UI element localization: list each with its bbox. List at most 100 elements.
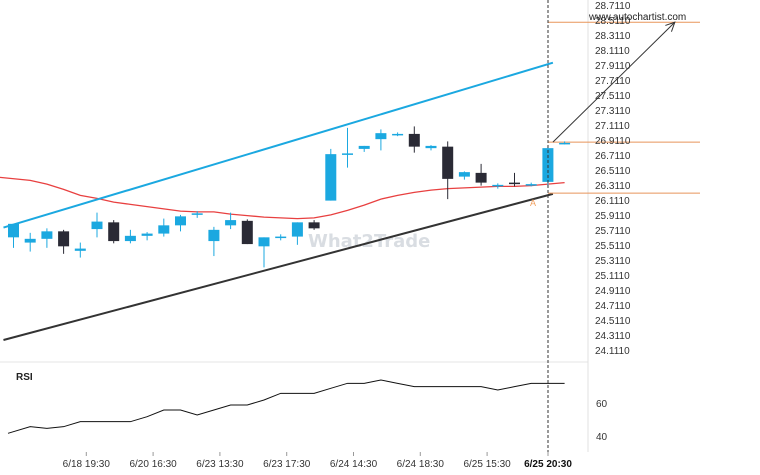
- x-tick-label: 6/23 13:30: [196, 459, 244, 470]
- candle: [475, 163, 487, 186]
- y-tick-label: 26.9110: [595, 136, 631, 147]
- candle-body: [308, 222, 320, 229]
- candle: [225, 212, 237, 230]
- candle-body: [342, 153, 353, 155]
- candle: [191, 211, 203, 218]
- rsi-label: RSI: [16, 372, 33, 383]
- x-tick-label: 6/18 19:30: [63, 459, 111, 470]
- candle: [458, 171, 470, 180]
- candle: [442, 141, 454, 200]
- candle-body: [124, 235, 136, 242]
- y-tick-label: 26.7110: [595, 151, 631, 162]
- candle: [425, 145, 437, 151]
- y-axis-ticks: 28.7110 28.5110 28.3110 28.1110 27.9110 27.71…: [595, 1, 631, 357]
- candle-body: [41, 231, 53, 239]
- candle-body: [291, 222, 303, 237]
- candle: [559, 141, 571, 145]
- candle: [124, 229, 136, 244]
- point-label-a: A: [530, 198, 536, 208]
- candle-body: [492, 184, 504, 187]
- candle-body: [158, 225, 170, 234]
- y-tick-label: 24.5110: [595, 316, 631, 327]
- lower-channel-line: [3, 192, 554, 341]
- candle-body: [141, 233, 153, 236]
- candle-body: [325, 154, 337, 201]
- y-tick-label: 26.1110: [595, 196, 630, 207]
- candle: [58, 229, 70, 254]
- candle-body: [91, 221, 103, 230]
- x-tick-label: 6/25 15:30: [463, 459, 511, 470]
- candle-body: [475, 172, 487, 183]
- y-tick-label: 26.3110: [595, 181, 631, 192]
- candle-body: [191, 213, 203, 215]
- candle: [158, 218, 170, 237]
- x-tick-label: 6/25 20:30: [524, 459, 572, 470]
- candle: [258, 237, 270, 268]
- candle: [41, 228, 53, 248]
- trend-channel: [3, 61, 554, 341]
- rsi-tick-label: 40: [596, 432, 608, 443]
- candle-body: [509, 182, 520, 185]
- candle: [308, 220, 320, 230]
- candle-body: [74, 248, 86, 251]
- candle-body: [175, 216, 186, 226]
- candle: [91, 212, 103, 238]
- y-tick-label: 24.7110: [595, 301, 631, 312]
- watermark: What2Trade: [308, 231, 430, 252]
- x-tick-label: 6/20 16:30: [129, 459, 177, 470]
- y-tick-label: 25.5110: [595, 241, 631, 252]
- y-tick-label: 27.7110: [595, 76, 631, 87]
- projection: [552, 21, 676, 143]
- candle-body: [559, 142, 571, 145]
- candle: [492, 183, 504, 189]
- y-tick-label: 24.3110: [595, 331, 631, 342]
- candle: [358, 145, 370, 152]
- candle: [375, 129, 387, 151]
- y-tick-label: 25.9110: [595, 211, 631, 222]
- candle: [291, 222, 303, 245]
- rsi-tick-label: 60: [596, 399, 608, 410]
- y-tick-label: 28.5110: [595, 16, 631, 27]
- y-tick-label: 28.3110: [595, 31, 631, 42]
- watermark-text: What2Trade: [308, 231, 430, 252]
- candle-body: [425, 145, 437, 149]
- candle: [108, 220, 120, 244]
- candle: [408, 126, 420, 153]
- projection-arrowhead: [665, 21, 676, 32]
- candle: [525, 182, 537, 187]
- x-tick-label: 6/23 17:30: [263, 459, 311, 470]
- upper-channel-line: [3, 61, 554, 229]
- candle-body: [208, 229, 220, 242]
- candle: [241, 219, 253, 245]
- projection-line: [552, 21, 676, 143]
- candle-body: [108, 222, 120, 242]
- candle-body: [241, 220, 253, 245]
- candle-body: [275, 236, 287, 239]
- y-tick-label: 28.1110: [595, 46, 630, 57]
- candle-body: [458, 172, 470, 177]
- ma-line: [0, 176, 565, 220]
- y-tick-label: 27.5110: [595, 91, 631, 102]
- candle: [342, 127, 353, 168]
- y-tick-label: 25.7110: [595, 226, 631, 237]
- y-tick-label: 26.5110: [595, 166, 631, 177]
- candle-body: [442, 146, 454, 179]
- candle-body: [358, 145, 370, 149]
- candle: [175, 214, 186, 232]
- candle-body: [408, 133, 420, 147]
- rsi-line: [7, 379, 565, 434]
- candle-body: [525, 184, 537, 186]
- candle: [392, 132, 404, 137]
- candle-body: [258, 237, 270, 247]
- y-tick-label: 24.9110: [595, 286, 631, 297]
- y-tick-label: 27.1110: [595, 121, 630, 132]
- y-tick-label: 27.9110: [595, 61, 631, 72]
- site-url[interactable]: www.autochartist.com: [588, 12, 686, 23]
- x-axis-ticks: 6/18 19:30 6/20 16:30 6/23 13:30 6/23 17:30…: [63, 452, 572, 470]
- candle: [24, 232, 36, 252]
- candle: [325, 148, 337, 201]
- candle: [8, 223, 19, 248]
- candle: [509, 172, 520, 187]
- y-tick-label: 24.1110: [595, 346, 630, 357]
